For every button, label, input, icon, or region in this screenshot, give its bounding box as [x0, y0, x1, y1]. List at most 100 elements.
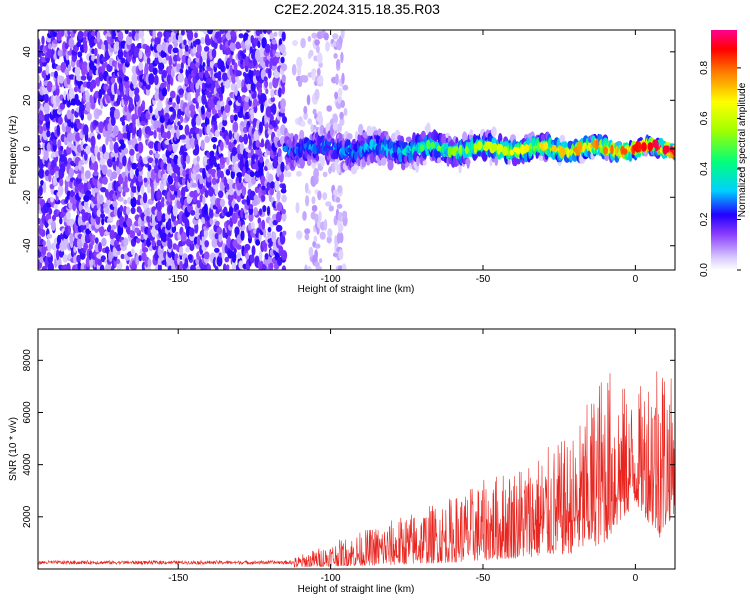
heatmap-cell — [269, 32, 275, 40]
heatmap-cell — [272, 231, 277, 241]
heatmap-cell — [264, 43, 271, 54]
heatmap-cell — [219, 100, 225, 107]
heatmap-cell — [251, 245, 256, 256]
heatmap-cell — [130, 248, 135, 256]
heatmap-cell — [276, 202, 283, 212]
heatmap-cell — [340, 100, 346, 108]
heatmap-cell — [319, 258, 323, 264]
heatmap-cell — [233, 114, 238, 122]
heatmap-cell — [320, 156, 325, 167]
heatmap-cell — [229, 114, 235, 121]
heatmap-cell — [122, 155, 127, 167]
heatmap-cell — [38, 99, 41, 110]
heatmap-cell — [216, 255, 223, 267]
heatmap-cell — [182, 169, 187, 177]
heatmap-cell — [251, 176, 257, 185]
heatmap-cell — [107, 122, 113, 134]
heatmap-cell — [194, 127, 201, 134]
heatmap-cell — [214, 247, 220, 253]
heatmap-panel: -150 -100 -50 0 -40 -20 0 20 40 Height of straig… — [8, 22, 676, 295]
heatmap-cell — [147, 183, 151, 194]
heatmap-cell — [56, 249, 60, 261]
snr-panel: -150 -100 -50 0 2000 4000 6000 8000 Height of s… — [8, 328, 676, 595]
heatmap-cell — [134, 87, 140, 95]
heatmap-frame — [37, 29, 676, 271]
heatmap-cell — [204, 24, 210, 30]
heatmap-cell — [118, 161, 123, 170]
heatmap-cell — [128, 32, 132, 37]
heatmap-cell — [156, 209, 163, 222]
colorbar: 0.0 0.2 0.4 0.6 0.8 Normalized spectral ampl… — [699, 30, 748, 277]
heatmap-cell — [276, 225, 283, 232]
heatmap-cell — [304, 264, 308, 270]
heatmap-cell — [281, 63, 288, 72]
heatmap-cell — [227, 193, 234, 202]
heatmap-cell — [60, 30, 65, 37]
heatmap-cell — [110, 23, 116, 28]
heatmap-cell — [43, 30, 47, 31]
heatmap-cell — [106, 169, 113, 178]
heatmap-cell — [124, 104, 128, 113]
heatmap-cell — [90, 135, 96, 148]
heatmap-cell — [120, 253, 125, 260]
heatmap-cell — [316, 52, 323, 64]
heatmap-cell — [147, 258, 152, 268]
heatmap-cell — [98, 72, 104, 82]
heatmap-cell — [172, 204, 178, 217]
heatmap-cell — [261, 219, 266, 230]
heatmap-cell — [174, 175, 178, 183]
heatmap-cell — [334, 235, 338, 247]
heatmap-cell — [306, 158, 312, 167]
heatmap-cell — [250, 35, 255, 44]
heatmap-cell — [93, 47, 98, 57]
heatmap-cell — [318, 115, 324, 127]
heatmap-cell — [246, 83, 252, 91]
heatmap-cell — [240, 229, 245, 241]
heatmap-cell — [96, 53, 101, 66]
heatmap-cell — [152, 67, 158, 76]
heatmap-cell — [156, 100, 163, 112]
heatmap-cell — [185, 154, 191, 164]
heatmap-cell — [203, 203, 208, 215]
x-tick-label: -50 — [476, 573, 491, 584]
heatmap-cell — [76, 122, 83, 130]
heatmap-cell — [52, 175, 58, 186]
heatmap-cell — [117, 48, 124, 60]
heatmap-cell — [276, 190, 281, 201]
heatmap-cell — [59, 217, 63, 225]
heatmap-cell — [200, 37, 205, 45]
snr-xlabel: Height of straight line (km) — [298, 584, 415, 595]
heatmap-cell — [91, 30, 96, 37]
heatmap-cell — [206, 124, 211, 135]
heatmap-cell — [224, 80, 231, 89]
heatmap-cell — [241, 53, 247, 60]
heatmap-cell — [498, 144, 504, 153]
heatmap-cell — [161, 131, 168, 139]
heatmap-cell — [262, 205, 267, 213]
heatmap-cell — [319, 231, 326, 240]
x-tick-label: -100 — [321, 573, 341, 584]
heatmap-cell — [142, 192, 148, 204]
heatmap-cell — [157, 62, 165, 71]
heatmap-cell — [123, 199, 128, 205]
heatmap-cell — [41, 56, 46, 63]
heatmap-cell — [173, 30, 179, 34]
heatmap-cell — [209, 60, 215, 69]
heatmap-cell — [502, 146, 509, 156]
heatmap-cell — [80, 209, 86, 216]
heatmap-cell — [317, 190, 322, 201]
heatmap-cell — [333, 189, 339, 196]
heatmap-cell — [342, 84, 349, 91]
heatmap-cell — [138, 30, 145, 39]
heatmap-cell — [146, 215, 151, 223]
heatmap-cell — [270, 96, 276, 103]
heatmap-cell — [81, 61, 88, 74]
heatmap-cell — [228, 130, 233, 140]
heatmap-cell — [68, 167, 75, 178]
heatmap-cell — [462, 131, 468, 143]
heatmap-cell — [95, 77, 99, 84]
heatmap-cell — [314, 39, 320, 46]
heatmap-cell — [159, 22, 163, 28]
heatmap-cell — [238, 33, 244, 39]
heatmap-cell — [156, 239, 162, 247]
